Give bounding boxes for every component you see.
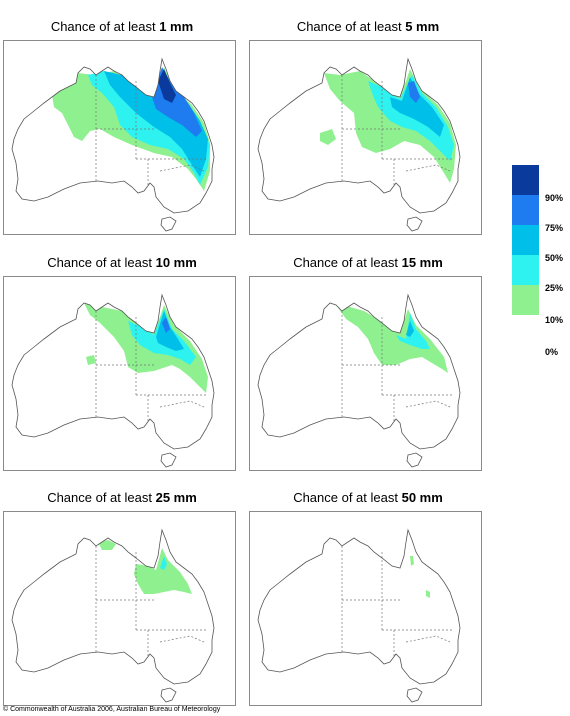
australia-map xyxy=(3,276,236,471)
probability-region-cyan xyxy=(390,77,444,137)
state-borders xyxy=(95,75,208,187)
australia-map xyxy=(3,511,236,706)
coastline xyxy=(11,57,215,214)
mainland-fill xyxy=(258,530,460,684)
state-borders xyxy=(341,311,454,423)
panel-title: Chance of at least 15 mm xyxy=(293,255,443,270)
copyright-notice: © Commonwealth of Australia 2006, Austra… xyxy=(3,706,221,713)
australia-map xyxy=(249,511,482,706)
probability-region-cyan xyxy=(156,311,184,351)
tasmania xyxy=(406,452,423,468)
rain-probability-layer xyxy=(336,305,448,373)
state-borders xyxy=(95,311,208,423)
probability-region-dark xyxy=(158,69,176,103)
probability-region-green xyxy=(86,355,96,365)
panel-title: Chance of at least 5 mm xyxy=(296,19,440,34)
legend-swatch-75 xyxy=(512,195,539,225)
rain-probability-layer xyxy=(52,67,210,191)
panel-title: Chance of at least 10 mm xyxy=(47,255,197,270)
tasmania xyxy=(160,687,177,703)
rain-probability-layer xyxy=(320,69,456,183)
mainland-fill xyxy=(12,530,214,684)
probability-region-aqua xyxy=(88,71,210,185)
probability-region-green xyxy=(336,305,448,373)
probability-region-blue xyxy=(162,317,170,333)
tasmania xyxy=(406,216,423,232)
probability-region-blue xyxy=(408,81,420,103)
rain-probability-layer xyxy=(98,540,192,594)
legend-label: 90% xyxy=(545,193,564,203)
probability-region-green xyxy=(98,540,116,550)
coastline xyxy=(257,293,461,450)
probability-region-aqua xyxy=(368,75,454,161)
panel-title: Chance of at least 25 mm xyxy=(47,490,197,505)
panel-title: Chance of at least 1 mm xyxy=(50,19,194,34)
australia-map xyxy=(249,276,482,471)
legend-swatch-50 xyxy=(512,225,539,255)
australia-map xyxy=(249,40,482,235)
probability-region-green xyxy=(426,590,430,598)
legend-swatch-0 xyxy=(512,315,539,345)
legend-label: 75% xyxy=(545,223,564,233)
probability-region-green xyxy=(134,548,192,594)
state-borders xyxy=(95,546,208,658)
state-borders xyxy=(341,546,454,658)
tasmania xyxy=(160,452,177,468)
rain-probability-layer xyxy=(410,556,430,598)
state-borders xyxy=(341,75,454,187)
legend-label: 10% xyxy=(545,315,564,325)
tasmania xyxy=(160,216,177,232)
legend-label: 50% xyxy=(545,253,564,263)
probability-region-cyan xyxy=(406,321,414,337)
australia-map xyxy=(3,40,236,235)
legend-swatch-25 xyxy=(512,255,539,285)
coastline xyxy=(257,528,461,685)
probability-region-green xyxy=(410,556,414,566)
probability-region-green xyxy=(320,129,336,145)
legend-swatch-90 xyxy=(512,165,539,195)
legend-label: 0% xyxy=(545,347,559,357)
panel-title: Chance of at least 50 mm xyxy=(293,490,443,505)
rain-probability-layer xyxy=(84,303,208,393)
tasmania xyxy=(406,687,423,703)
probability-region-aqua xyxy=(160,556,167,570)
coastline xyxy=(11,528,215,685)
coastline xyxy=(11,293,215,450)
coastline xyxy=(257,57,461,214)
legend-swatch-10 xyxy=(512,285,539,315)
legend-label: 25% xyxy=(545,283,564,293)
